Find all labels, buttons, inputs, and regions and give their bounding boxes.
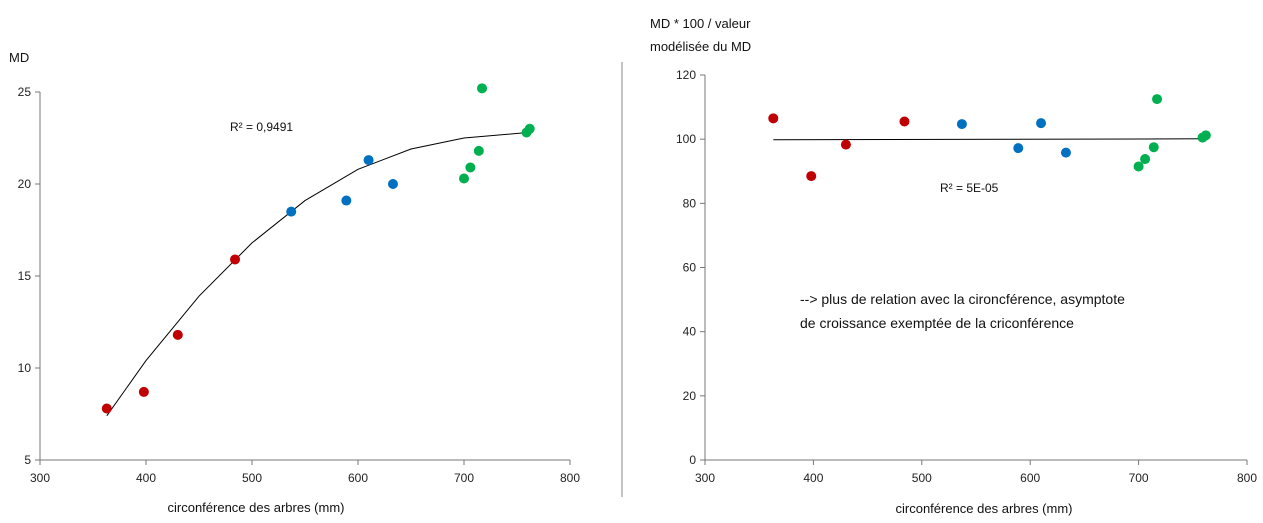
x-tick-label: 300 xyxy=(30,471,50,485)
data-point xyxy=(1013,143,1024,154)
data-point xyxy=(1036,118,1047,129)
x-tick-label: 800 xyxy=(560,471,580,485)
trendline xyxy=(773,138,1206,141)
x-tick-label: 400 xyxy=(803,471,823,485)
data-point xyxy=(459,173,469,184)
data-point xyxy=(230,254,241,265)
data-point xyxy=(524,123,535,134)
data-point xyxy=(138,386,149,397)
x-tick-label: 500 xyxy=(242,471,262,485)
data-point xyxy=(1152,94,1163,105)
y-tick-label: 80 xyxy=(683,196,697,210)
y-tick-label: 10 xyxy=(18,361,32,375)
x-tick-label: 300 xyxy=(695,471,715,485)
x-axis-label: circonférence des arbres (mm) xyxy=(896,501,1073,516)
chart-panel-2: 0 20 40 60 80 100 120 300 400 500 600 700 800 MD * 10… xyxy=(650,16,1257,516)
y-tick-label: 15 xyxy=(18,269,32,283)
note-text: --> plus de relation avec la cironcféren… xyxy=(800,291,1125,307)
data-point xyxy=(1200,130,1211,141)
x-tick-label: 700 xyxy=(1129,471,1149,485)
y-tick-label: 60 xyxy=(683,261,697,275)
y-tick-label: 20 xyxy=(18,177,32,191)
x-tick-label: 600 xyxy=(1020,471,1040,485)
data-point xyxy=(956,119,967,130)
x-tick-label: 400 xyxy=(136,471,156,485)
y-tick-label: 120 xyxy=(676,68,696,82)
data-point xyxy=(806,171,817,182)
data-point xyxy=(1140,154,1151,165)
y-axis-label: MD * 100 / valeur xyxy=(650,16,751,31)
x-tick-label: 800 xyxy=(1237,471,1257,485)
data-point xyxy=(387,179,398,189)
x-tick-label: 500 xyxy=(912,471,932,485)
data-point xyxy=(286,206,297,217)
y-tick-label: 25 xyxy=(18,85,32,99)
y-tick-label: 5 xyxy=(24,453,31,467)
note-text: de croissance exemptée de la criconféren… xyxy=(800,315,1074,331)
data-point xyxy=(477,83,488,94)
data-point xyxy=(101,403,112,414)
y-tick-label: 100 xyxy=(676,132,696,146)
data-point xyxy=(363,155,374,166)
data-point xyxy=(341,195,352,206)
y-tick-label: 20 xyxy=(683,389,697,403)
data-point xyxy=(465,162,476,173)
data-point xyxy=(1060,147,1071,158)
r-squared-annotation: R² = 0,9491 xyxy=(230,120,293,134)
data-point xyxy=(840,139,851,150)
data-point xyxy=(899,116,910,127)
r-squared-annotation: R² = 5E-05 xyxy=(940,181,999,195)
y-axis-label: MD xyxy=(9,50,29,65)
data-point xyxy=(1133,161,1144,172)
y-tick-label: 0 xyxy=(689,453,696,467)
y-tick-label: 40 xyxy=(683,325,697,339)
x-tick-label: 700 xyxy=(454,471,474,485)
data-point xyxy=(768,113,779,124)
trendline xyxy=(106,132,528,417)
data-point xyxy=(473,145,484,156)
x-tick-label: 600 xyxy=(348,471,368,485)
data-point xyxy=(172,329,183,340)
chart-panel-1: 5 10 15 20 25 300 400 500 600 700 800 MD circonféren… xyxy=(9,50,580,515)
y-axis-label: modélisée du MD xyxy=(650,39,751,54)
x-axis-label: circonférence des arbres (mm) xyxy=(168,500,345,515)
data-point xyxy=(1148,142,1159,153)
